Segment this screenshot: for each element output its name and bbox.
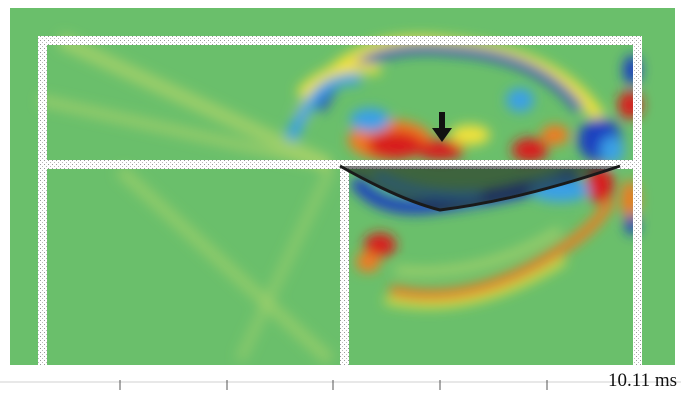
time-label: 10.11 ms [608,370,677,391]
time-axis [0,380,681,390]
structure-mesh [10,36,675,370]
down-arrow-icon [432,112,452,142]
deformed-plate [339,164,621,212]
